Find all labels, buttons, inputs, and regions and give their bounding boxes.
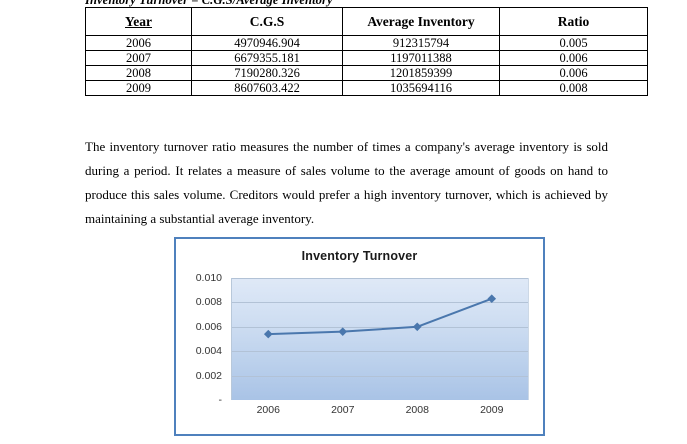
table-header-year: Year [85,7,192,36]
chart-y-tick-label: 0.004 [195,345,222,358]
cell-ratio: 0.005 [499,35,648,51]
table-row: 2008 7190280.326 1201859399 0.006 [85,65,648,81]
cell-cgs: 4970946.904 [191,35,343,51]
chart-x-tick-label: 2008 [405,404,429,416]
table-header-cgs: C.G.S [191,7,343,36]
cell-year: 2007 [85,50,192,66]
table-row: 2009 8607603.422 1035694116 0.008 [85,80,648,96]
inventory-turnover-table: Year C.G.S Average Inventory Ratio 2006 … [85,7,648,96]
chart-y-tick-label: 0.002 [195,369,222,382]
chart-title: Inventory Turnover [301,249,418,263]
cell-year: 2009 [85,80,192,96]
cell-year: 2006 [85,35,192,51]
cell-average-inventory: 1035694116 [342,80,500,96]
cell-year: 2008 [85,65,192,81]
table-header-ratio: Ratio [499,7,648,36]
cell-average-inventory: 912315794 [342,35,500,51]
chart-y-tick-label: 0.010 [195,272,222,284]
cell-average-inventory: 1201859399 [342,65,500,81]
chart-gridline [232,376,528,377]
chart-plot-area [231,278,529,400]
chart-x-axis: 2006 2007 2008 2009 [231,404,529,424]
chart-y-tick-label: - [218,394,223,406]
chart-y-tick-label: 0.008 [195,296,222,309]
table-row: 2007 6679355.181 1197011388 0.006 [85,50,648,66]
cell-cgs: 6679355.181 [191,50,343,66]
inventory-turnover-description: The inventory turnover ratio measures th… [85,139,608,226]
chart-data-point-marker [338,327,348,336]
table-header-row: Year C.G.S Average Inventory Ratio [85,7,648,36]
chart-gridline [232,351,528,352]
cell-ratio: 0.006 [499,65,648,81]
cell-average-inventory: 1197011388 [342,50,500,66]
cell-ratio: 0.008 [499,80,648,96]
chart-gridline [232,278,528,279]
chart-line-series [268,299,492,334]
cell-cgs: 7190280.326 [191,65,343,81]
chart-data-point-marker [412,322,422,332]
table-row: 2006 4970946.904 912315794 0.005 [85,35,648,51]
chart-x-tick-label: 2009 [480,404,504,416]
chart-plot-wrap [231,278,529,400]
table-header-average-inventory: Average Inventory [342,7,500,36]
chart-series-svg [263,294,497,339]
chart-x-tick-label: 2006 [256,404,280,416]
table-header-year-label: Year [125,13,152,29]
chart-data-point-marker [487,294,497,304]
chart-gridline [232,327,528,328]
cell-ratio: 0.006 [499,50,648,66]
cell-cgs: 8607603.422 [191,80,343,96]
inventory-turnover-chart: Inventory Turnover 0.010 0.008 0.006 0.004 0… [174,237,545,436]
chart-y-axis: 0.010 0.008 0.006 0.004 0.002 - [176,272,226,406]
chart-gridline [232,302,528,303]
inventory-turnover-formula: Inventory Turnover = C.G.S/Average Inven… [85,0,333,7]
chart-y-tick-label: 0.006 [195,320,222,333]
chart-data-point-marker [263,329,273,339]
chart-x-tick-label: 2007 [331,404,355,416]
